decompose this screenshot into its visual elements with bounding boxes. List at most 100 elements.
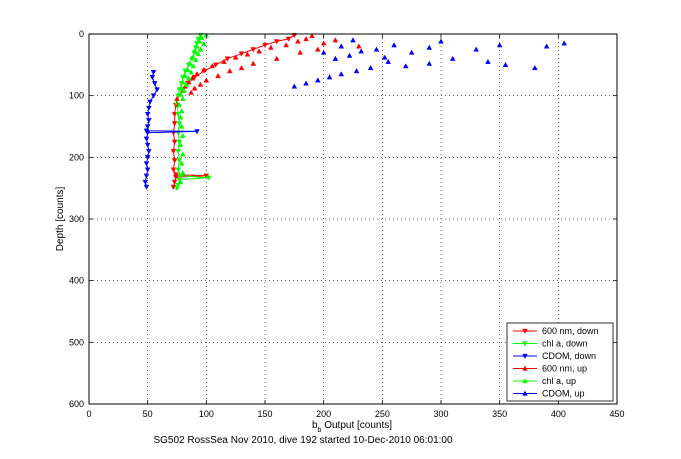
data-point	[182, 73, 189, 79]
y-tick-label: 0	[79, 29, 84, 39]
data-point	[171, 139, 178, 145]
data-point	[203, 77, 210, 83]
data-point	[180, 151, 186, 157]
data-point	[449, 55, 456, 61]
data-point	[150, 70, 157, 76]
data-point	[338, 71, 345, 77]
data-point	[191, 74, 198, 81]
data-point	[171, 121, 178, 127]
data-point	[189, 75, 196, 81]
data-point	[143, 184, 150, 190]
data-point	[438, 38, 444, 44]
data-point	[177, 179, 184, 185]
data-point	[238, 51, 245, 57]
data-point	[174, 95, 180, 101]
data-point	[171, 179, 178, 185]
data-point	[175, 182, 181, 188]
data-point	[180, 132, 186, 138]
x-tick-label: 200	[316, 409, 331, 419]
data-point	[426, 44, 433, 50]
data-point	[283, 42, 289, 48]
data-point	[176, 158, 183, 164]
data-point	[485, 58, 491, 64]
data-point	[367, 65, 374, 71]
data-point	[154, 87, 160, 93]
data-point	[185, 79, 192, 85]
data-point	[196, 38, 203, 44]
data-point	[146, 118, 152, 124]
legend-swatch-marker	[522, 365, 528, 371]
data-point	[201, 40, 207, 47]
x-tick-label: 350	[492, 409, 507, 419]
x-tick-label: 400	[551, 409, 566, 419]
data-series	[142, 32, 568, 192]
data-point	[149, 74, 156, 81]
data-point	[543, 43, 550, 49]
x-tick-label: 0	[86, 409, 91, 419]
data-point	[373, 46, 380, 52]
x-tick-label: 450	[609, 409, 624, 419]
data-point	[346, 52, 353, 58]
data-point	[332, 37, 339, 43]
data-point	[314, 46, 321, 52]
data-point	[144, 124, 151, 130]
x-tick-label: 150	[257, 409, 272, 419]
data-point	[192, 56, 199, 63]
data-point	[353, 68, 360, 74]
data-point	[291, 83, 298, 89]
data-point	[256, 48, 262, 54]
data-point	[273, 39, 280, 45]
data-point	[226, 68, 233, 74]
data-point	[175, 111, 181, 118]
data-point	[173, 174, 179, 180]
legend-swatch-marker	[522, 353, 528, 359]
x-tick-label: 300	[433, 409, 448, 419]
data-point	[178, 123, 185, 129]
x-axis-label-subscript: b	[318, 427, 322, 434]
data-point	[150, 93, 157, 99]
legend-label: CDOM, up	[542, 389, 585, 399]
data-point	[146, 105, 152, 111]
data-point	[187, 60, 193, 66]
series-2	[142, 70, 200, 190]
data-point	[185, 75, 192, 81]
legend-swatch-marker	[522, 328, 528, 334]
data-point	[191, 85, 198, 91]
x-axis-label-rest: Output [counts]	[321, 420, 392, 431]
data-point	[381, 54, 388, 60]
y-tick-label: 200	[69, 152, 84, 162]
x-tick-label: 50	[143, 409, 153, 419]
series-5	[291, 37, 568, 89]
data-point	[205, 175, 212, 181]
data-point	[177, 114, 184, 120]
data-point	[250, 47, 257, 53]
data-point	[175, 167, 181, 173]
data-point	[209, 63, 216, 69]
data-point	[197, 81, 204, 87]
data-point	[143, 161, 150, 167]
legend-swatch-marker	[522, 390, 528, 396]
data-point	[238, 65, 245, 71]
data-point	[303, 36, 309, 42]
data-point	[174, 185, 180, 192]
data-point	[273, 55, 280, 61]
data-point	[295, 38, 301, 44]
data-point	[320, 49, 327, 55]
y-tick-label: 600	[69, 399, 84, 409]
data-point	[332, 55, 339, 61]
data-point	[338, 43, 345, 49]
data-point	[189, 54, 196, 60]
y-tick-label: 500	[69, 337, 84, 347]
data-point	[194, 71, 200, 77]
data-point	[173, 172, 179, 178]
data-point	[297, 49, 304, 55]
data-point	[250, 60, 257, 66]
data-point	[198, 34, 205, 40]
y-axis-ticks: 0 100 200 300 400 500 600	[69, 29, 617, 409]
data-point	[262, 42, 268, 49]
data-point	[181, 87, 187, 93]
data-point	[232, 54, 239, 60]
data-point	[180, 79, 186, 85]
